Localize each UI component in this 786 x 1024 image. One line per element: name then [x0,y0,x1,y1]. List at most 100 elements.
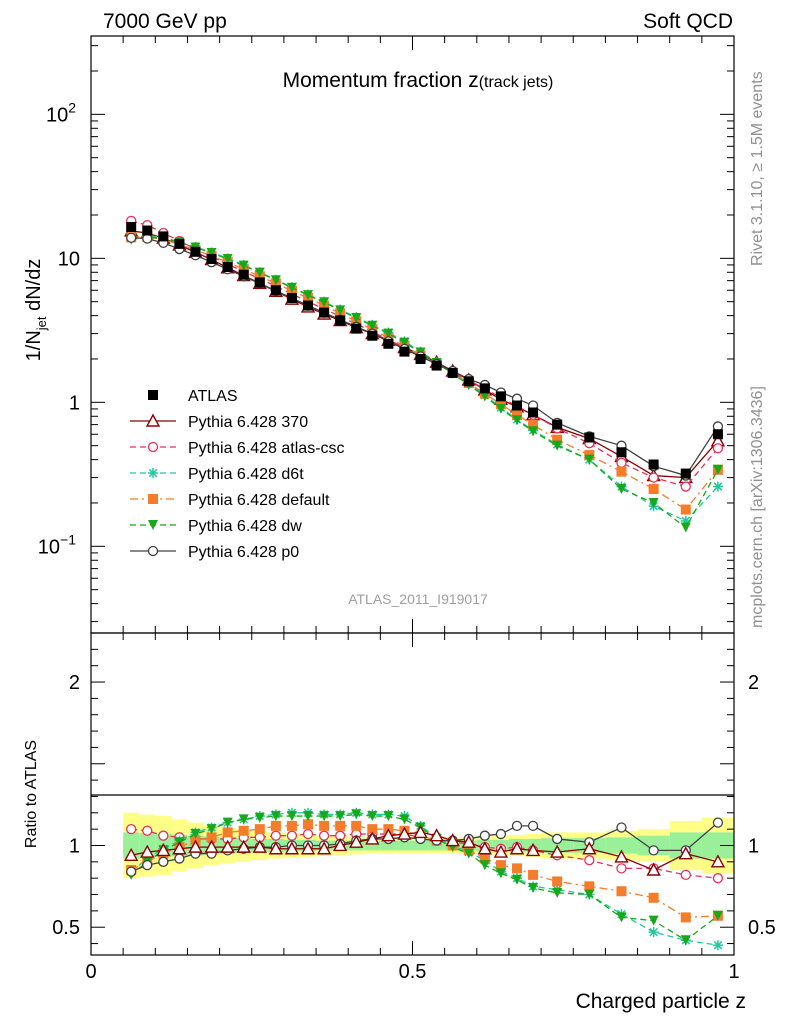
ratio-point-pythia-6-428-p0-26 [552,833,563,845]
main-point-atlas-5 [206,253,217,264]
main-point-atlas-22 [479,383,490,394]
ratio-point-pythia-6-428-dw-22 [479,860,490,871]
ratio-point-pythia-6-428-p0-28 [616,822,627,833]
main-point-pythia-6-428-dw-28 [616,484,627,495]
ratio-point-pythia-6-428-dw-21 [463,848,474,859]
ratio-point-pythia-6-428-d6t-29 [648,927,659,938]
ratio-point-pythia-6-428-dw-9 [270,811,281,822]
main-ytick-label-base-0: 10 [38,536,60,558]
main-point-atlas-12 [319,307,330,318]
ratio-point-pythia-6-428-p0-22 [479,830,490,841]
ratio-point-pythia-6-428-dw-24 [511,874,522,885]
main-point-pythia-6-428-default-28 [616,466,627,477]
main-point-pythia-6-428-d6t-31-d2 [713,482,723,491]
main-series-pythia-6-428-dw [126,232,723,533]
main-point-pythia-6-428-dw-23 [495,403,506,414]
main-point-atlas-20 [447,367,458,378]
main-point-pythia-6-428-default-30 [680,504,691,515]
main-point-atlas-4 [190,246,201,257]
ratio-point-pythia-6-428-370-2 [156,842,171,857]
main-point-pythia-6-428-atlas-csc-28 [616,457,627,468]
ratio-point-pythia-6-428-default-5 [206,832,217,843]
ratio-point-pythia-6-428-default-13 [335,820,346,831]
ratio-bands [123,812,734,879]
ratio-point-pythia-6-428-dw-8 [254,812,265,823]
main-point-atlas-18 [415,353,426,364]
ratio-point-pythia-6-428-dw-28 [616,912,627,923]
legend-label-atlas: ATLAS [188,388,238,405]
ratio-band-inner-15 [364,840,381,851]
ratio-point-pythia-6-428-dw-10 [286,811,297,822]
ratio-point-pythia-6-428-p0-29 [648,845,659,856]
ratio-ytick-label-left-1: 1 [69,835,80,857]
ratio-point-pythia-6-428-atlas-csc-12 [318,830,330,841]
main-point-pythia-6-428-dw-17 [399,337,410,348]
x-axis-label: Charged particle z [576,990,746,1013]
ratio-point-pythia-6-428-370-7 [236,839,251,853]
analysis-label: ATLAS_2011_I919017 [348,591,488,607]
main-point-atlas-23 [495,391,506,402]
ratio-point-pythia-6-428-370-25 [525,842,541,857]
ratio-point-pythia-6-428-370-17 [397,826,412,840]
ratio-series-pythia-6-428-370 [124,824,726,876]
legend-label-pythia-6-428-dw: Pythia 6.428 dw [188,518,302,535]
ratio-point-pythia-6-428-370-27 [582,841,597,855]
ratio-point-pythia-6-428-atlas-csc-30 [680,869,691,881]
main-point-atlas-11 [303,300,314,311]
main-ytick-label-0: 10−1 [38,531,76,558]
ratio-point-pythia-6-428-default-25 [528,869,539,880]
ratio-point-pythia-6-428-dw-5 [206,824,217,835]
main-point-atlas-2 [158,231,169,242]
ratio-point-pythia-6-428-default-10 [286,820,297,831]
main-point-pythia-6-428-dw-31 [712,464,723,475]
main-point-pythia-6-428-dw-30 [680,522,691,533]
main-point-pythia-6-428-dw-7 [238,260,249,271]
ratio-point-pythia-6-428-370-28 [614,849,629,863]
ratio-band-inner-18 [412,840,429,851]
ratio-point-pythia-6-428-370-1 [140,844,155,858]
ratio-point-pythia-6-428-default-6 [222,827,233,838]
ratio-band-inner-17 [396,840,413,851]
main-point-pythia-6-428-default-26 [552,434,563,445]
ratio-point-pythia-6-428-p0-1 [142,859,153,871]
main-point-pythia-6-428-dw-16 [383,328,394,339]
main-point-pythia-6-428-dw-8 [254,267,265,278]
ratio-point-pythia-6-428-370-5 [204,839,219,853]
ratio-point-pythia-6-428-default-27 [584,881,595,892]
legend-label-pythia-6-428-p0: Pythia 6.428 p0 [188,544,299,561]
ratio-point-pythia-6-428-dw-26 [552,887,563,898]
ratio-point-pythia-6-428-d6t-31-d2 [713,940,723,950]
ratio-point-pythia-6-428-default-12 [319,820,330,831]
legend-marker-pythia-6-428-370 [145,413,161,427]
ratio-point-pythia-6-428-atlas-csc-9 [270,830,282,841]
ratio-ytick-label-right-0: 0.5 [748,917,776,939]
ratio-band-inner-28 [605,837,638,854]
main-ytick-label-1: 1 [69,392,80,414]
main-point-pythia-6-428-default-29 [648,484,659,495]
ratio-point-pythia-6-428-dw-4 [190,829,201,840]
ratio-point-pythia-6-428-default-22 [479,853,490,864]
plot-title-sub: (track jets) [479,74,554,91]
main-point-atlas-19 [431,360,442,371]
ratio-y-label: Ratio to ATLAS [23,740,40,848]
ratio-point-pythia-6-428-370-4 [188,839,203,853]
ratio-point-pythia-6-428-370-30 [678,846,693,860]
legend-label-pythia-6-428-atlas-csc: Pythia 6.428 atlas-csc [188,440,345,457]
main-point-pythia-6-428-dw-12 [319,297,330,308]
ratio-point-pythia-6-428-p0-25 [527,820,539,832]
ratio-point-pythia-6-428-default-7 [238,825,249,836]
main-point-pythia-6-428-dw-6 [222,253,233,264]
main-point-atlas-0 [126,222,137,233]
ratio-point-pythia-6-428-atlas-csc-31 [712,873,724,884]
ratio-point-pythia-6-428-370-9 [268,841,284,855]
legend-label-pythia-6-428-default: Pythia 6.428 default [188,492,330,509]
ratio-point-pythia-6-428-default-24 [511,863,522,874]
ratio-point-pythia-6-428-370-23 [493,844,509,858]
ratio-point-pythia-6-428-p0-0 [126,866,137,877]
ratio-ytick-label-right-2: 2 [748,672,759,694]
main-point-pythia-6-428-dw-15 [367,320,378,331]
ratio-point-pythia-6-428-p0-3 [174,853,185,864]
ratio-point-pythia-6-428-default-9 [270,820,281,831]
